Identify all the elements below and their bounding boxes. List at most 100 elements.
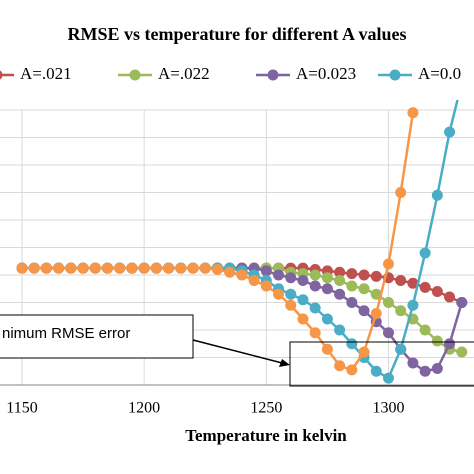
data-point <box>419 365 431 377</box>
data-point <box>395 343 407 355</box>
data-point <box>260 265 272 277</box>
data-point <box>150 262 162 274</box>
data-point <box>456 346 468 358</box>
data-point <box>395 305 407 317</box>
legend: A=.021 A=.022 A=0.023 A=0.0 <box>0 64 461 83</box>
legend-label: A=.022 <box>158 64 210 83</box>
data-point <box>334 288 346 300</box>
legend-label: A=.021 <box>20 64 72 83</box>
data-point <box>114 262 126 274</box>
data-point <box>444 338 456 350</box>
grid: 1150 1200 1250 1300 <box>0 109 474 417</box>
data-point <box>431 335 443 347</box>
x-tick-label: 1150 <box>6 400 37 417</box>
data-point <box>40 262 52 274</box>
data-point <box>175 262 187 274</box>
data-point <box>370 270 382 282</box>
annotation-text: nimum RMSE error <box>2 325 130 342</box>
data-point <box>370 365 382 377</box>
data-point <box>102 262 114 274</box>
data-point <box>456 297 468 308</box>
data-point <box>297 313 309 325</box>
data-point <box>334 324 346 336</box>
data-point <box>431 363 443 374</box>
data-point <box>309 327 321 339</box>
data-point <box>334 275 346 286</box>
data-point <box>321 272 333 284</box>
x-tick-label: 1300 <box>372 400 404 417</box>
data-point <box>346 297 358 308</box>
data-point <box>382 327 394 339</box>
data-point <box>309 280 321 292</box>
data-point <box>370 288 382 300</box>
data-point <box>358 346 370 358</box>
legend-marker <box>129 69 141 81</box>
x-tick-label: 1250 <box>250 400 282 417</box>
data-point <box>358 305 370 317</box>
legend-marker <box>389 69 401 81</box>
data-point <box>382 372 394 384</box>
data-point <box>346 268 358 280</box>
data-point <box>309 302 321 314</box>
data-point <box>382 258 394 270</box>
data-point <box>285 272 297 284</box>
legend-label: A=0.0 <box>418 64 461 83</box>
data-point <box>16 262 28 274</box>
data-point <box>28 262 40 274</box>
data-point <box>89 262 101 274</box>
data-point <box>334 360 346 372</box>
data-point <box>444 291 456 303</box>
data-point <box>53 262 65 274</box>
data-point <box>431 189 443 201</box>
legend-label: A=0.023 <box>296 64 356 83</box>
data-point <box>407 299 419 311</box>
annotation-arrow <box>192 339 287 365</box>
arrow-head <box>279 359 290 367</box>
data-point <box>65 262 77 274</box>
plot-area <box>16 100 468 384</box>
data-point <box>419 281 431 293</box>
data-point <box>224 266 236 278</box>
data-point <box>285 288 297 300</box>
data-point <box>273 269 285 281</box>
data-point <box>199 262 211 274</box>
data-point <box>236 269 248 281</box>
annotation-box <box>0 314 194 359</box>
legend-marker <box>267 69 279 81</box>
annotation: nimum RMSE error <box>0 314 474 387</box>
data-point <box>273 288 285 300</box>
data-point <box>321 313 333 325</box>
data-point <box>382 297 394 308</box>
data-point <box>138 262 150 274</box>
data-point <box>370 308 382 319</box>
data-point <box>163 262 175 274</box>
data-point <box>321 283 333 295</box>
data-point <box>419 247 431 259</box>
data-point <box>321 343 333 355</box>
data-point <box>126 262 138 274</box>
data-point <box>248 275 260 286</box>
data-point <box>395 187 407 198</box>
data-point <box>431 286 443 297</box>
data-point <box>334 266 346 278</box>
data-point <box>297 275 309 286</box>
data-point <box>77 262 89 274</box>
data-point <box>346 280 358 292</box>
data-point <box>407 107 419 119</box>
data-point <box>346 338 358 350</box>
data-point <box>297 294 309 306</box>
data-point <box>358 269 370 281</box>
data-point <box>395 275 407 286</box>
data-point <box>358 283 370 295</box>
data-point <box>444 126 456 138</box>
data-point <box>407 357 419 369</box>
x-tick-label: 1200 <box>128 400 160 417</box>
data-point <box>346 364 358 376</box>
data-point <box>211 264 223 275</box>
chart-title: RMSE vs temperature for different A valu… <box>68 24 407 44</box>
x-axis-label: Temperature in kelvin <box>185 426 347 445</box>
data-point <box>187 262 199 274</box>
data-point <box>285 299 297 311</box>
legend-marker <box>0 70 3 80</box>
